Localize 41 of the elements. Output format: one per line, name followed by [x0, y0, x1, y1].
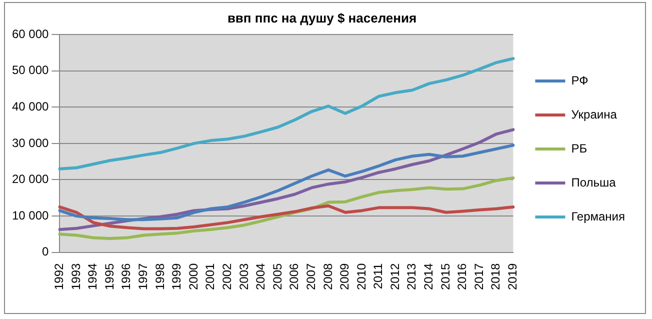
x-tick-label: 2011	[371, 262, 386, 290]
x-tick-label: 2016	[455, 262, 470, 290]
x-tick-label: 1996	[119, 262, 134, 290]
x-tick-label: 2019	[506, 262, 520, 290]
x-tick-label: 2017	[472, 262, 486, 290]
x-tick-label: 2013	[404, 262, 419, 290]
legend-label: Польша	[571, 175, 616, 190]
x-tick-label: 2012	[388, 262, 402, 290]
x-tick-label: 2003	[236, 262, 251, 290]
chart-title: ввп ппс на душу $ населения	[227, 10, 417, 26]
x-tick-label: 2015	[438, 262, 452, 290]
y-tick-label: 0	[42, 244, 50, 259]
x-tick-label: 2000	[186, 262, 200, 290]
x-tick-label: 2014	[422, 262, 436, 290]
x-tick-label: 1994	[86, 262, 100, 290]
legend-label: РФ	[571, 73, 588, 88]
x-tick-label: 1992	[52, 262, 66, 290]
y-tick-label: 50 000	[12, 63, 50, 78]
x-tick-label: 2008	[320, 262, 335, 290]
y-tick-label: 10 000	[12, 208, 50, 222]
legend-label: Украина	[571, 107, 618, 122]
x-tick-label: 2007	[304, 262, 318, 290]
x-tick-label: 1995	[102, 262, 116, 290]
x-tick-label: 2018	[488, 262, 503, 290]
x-tick-label: 1998	[152, 262, 167, 290]
x-tick-label: 2004	[254, 262, 268, 290]
x-tick-label: 2010	[354, 262, 368, 290]
legend-label: Германия	[571, 209, 625, 224]
x-tick-label: 2009	[338, 262, 352, 290]
x-tick-label: 2005	[270, 262, 284, 290]
y-tick-label: 30 000	[12, 136, 50, 150]
x-tick-label: 1999	[170, 262, 184, 290]
y-tick-label: 20 000	[12, 172, 50, 186]
x-tick-label: 2001	[203, 262, 218, 290]
x-tick-label: 1993	[68, 262, 83, 290]
x-tick-label: 2006	[287, 262, 302, 290]
y-tick-label: 60 000	[12, 26, 50, 41]
y-tick-label: 40 000	[12, 99, 50, 114]
legend-label: РБ	[571, 141, 588, 156]
x-tick-label: 1997	[136, 262, 150, 290]
x-tick-label: 2002	[220, 262, 234, 290]
